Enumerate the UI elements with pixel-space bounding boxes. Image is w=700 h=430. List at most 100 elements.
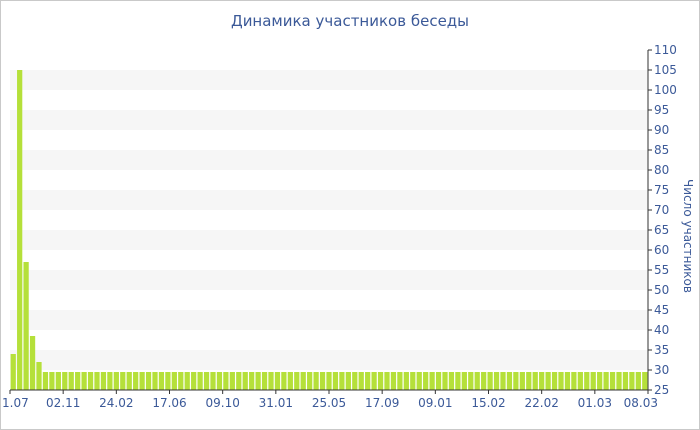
bar	[403, 372, 409, 390]
y-tick-label: 60	[654, 243, 669, 257]
bar	[36, 362, 42, 390]
bar	[358, 372, 364, 390]
bar	[49, 372, 55, 390]
bar	[203, 372, 210, 390]
y-tick-label: 25	[654, 383, 669, 397]
x-tick-label: 1.07	[2, 396, 29, 410]
bar	[120, 372, 126, 390]
bar	[352, 372, 358, 390]
bar	[216, 372, 223, 390]
bar	[506, 372, 513, 390]
bar	[313, 372, 319, 390]
bar	[274, 372, 281, 390]
y-tick-label: 95	[654, 103, 669, 117]
bar	[455, 372, 461, 390]
grid-band	[10, 310, 648, 330]
bar	[287, 372, 293, 390]
x-tick-label: 01.03	[578, 396, 612, 410]
bar	[597, 372, 603, 390]
bar	[532, 372, 538, 390]
bar	[377, 372, 384, 390]
bar	[577, 372, 583, 390]
bar	[429, 372, 435, 390]
grid-band	[10, 70, 648, 90]
bar	[81, 372, 87, 390]
bar	[268, 372, 274, 390]
bar	[493, 372, 500, 390]
bar	[487, 372, 493, 390]
bar	[133, 372, 139, 390]
grid-band	[10, 270, 648, 290]
bar	[223, 372, 229, 390]
bar	[165, 372, 171, 390]
bar	[55, 372, 61, 390]
bar	[345, 372, 351, 390]
x-tick-label: 31.01	[259, 396, 293, 410]
x-tick-label: 24.02	[99, 396, 133, 410]
bar	[339, 372, 345, 390]
bar	[590, 372, 596, 390]
bar	[519, 372, 525, 390]
axes-group	[9, 49, 652, 394]
y-tick-label: 50	[654, 283, 669, 297]
bar	[171, 372, 177, 390]
bar	[294, 372, 300, 390]
bar	[390, 372, 397, 390]
bar	[87, 372, 94, 390]
bar	[326, 372, 332, 390]
bar	[319, 372, 326, 390]
x-tick-label: 25.05	[312, 396, 346, 410]
bar	[229, 372, 235, 390]
x-tick-label: 15.02	[471, 396, 505, 410]
bar	[255, 372, 261, 390]
grid-band	[10, 150, 648, 170]
bar	[158, 372, 165, 390]
bar	[468, 372, 474, 390]
x-tick-label: 17.06	[152, 396, 186, 410]
bar	[513, 372, 519, 390]
bar	[42, 372, 49, 390]
bar	[210, 372, 216, 390]
bar	[94, 372, 100, 390]
bar	[526, 372, 532, 390]
bar	[281, 372, 287, 390]
x-tick-label: 08.03	[624, 396, 658, 410]
bar	[448, 372, 455, 390]
bar	[365, 372, 371, 390]
bar	[197, 372, 203, 390]
bar	[371, 372, 377, 390]
y-tick-label: 80	[654, 163, 669, 177]
grid-band	[10, 350, 648, 370]
bar	[545, 372, 551, 390]
bar	[139, 372, 145, 390]
bar	[642, 372, 648, 390]
bar	[17, 70, 23, 390]
y-tick-label: 70	[654, 203, 669, 217]
bar	[23, 262, 29, 390]
bar	[500, 372, 506, 390]
y-tick-label: 40	[654, 323, 669, 337]
y-tick-label: 35	[654, 343, 669, 357]
bar	[191, 372, 197, 390]
bar	[307, 372, 313, 390]
bar	[332, 372, 339, 390]
bar	[249, 372, 255, 390]
bar	[461, 372, 467, 390]
bar	[603, 372, 609, 390]
y-tick-labels: 25 30 35 40 45 50 55 60 65 70 75 80 85 90 95 100 105 110	[654, 43, 677, 397]
bar	[100, 372, 107, 390]
x-tick-labels: 1.07 02.11 24.02 17.06 09.10 31.01 25.05 17.09 0…	[2, 396, 658, 410]
y-tick-label: 45	[654, 303, 669, 317]
y-tick-label: 75	[654, 183, 669, 197]
chart-title: Динамика участников беседы	[230, 12, 470, 30]
bar	[416, 372, 422, 390]
y-tick-label: 110	[654, 43, 677, 57]
x-tick-label: 09.01	[418, 396, 452, 410]
y-tick-label: 30	[654, 363, 669, 377]
y-tick-label: 100	[654, 83, 677, 97]
bar	[442, 372, 448, 390]
bar	[384, 372, 390, 390]
bar	[571, 372, 577, 390]
x-tick-label: 22.02	[524, 396, 558, 410]
